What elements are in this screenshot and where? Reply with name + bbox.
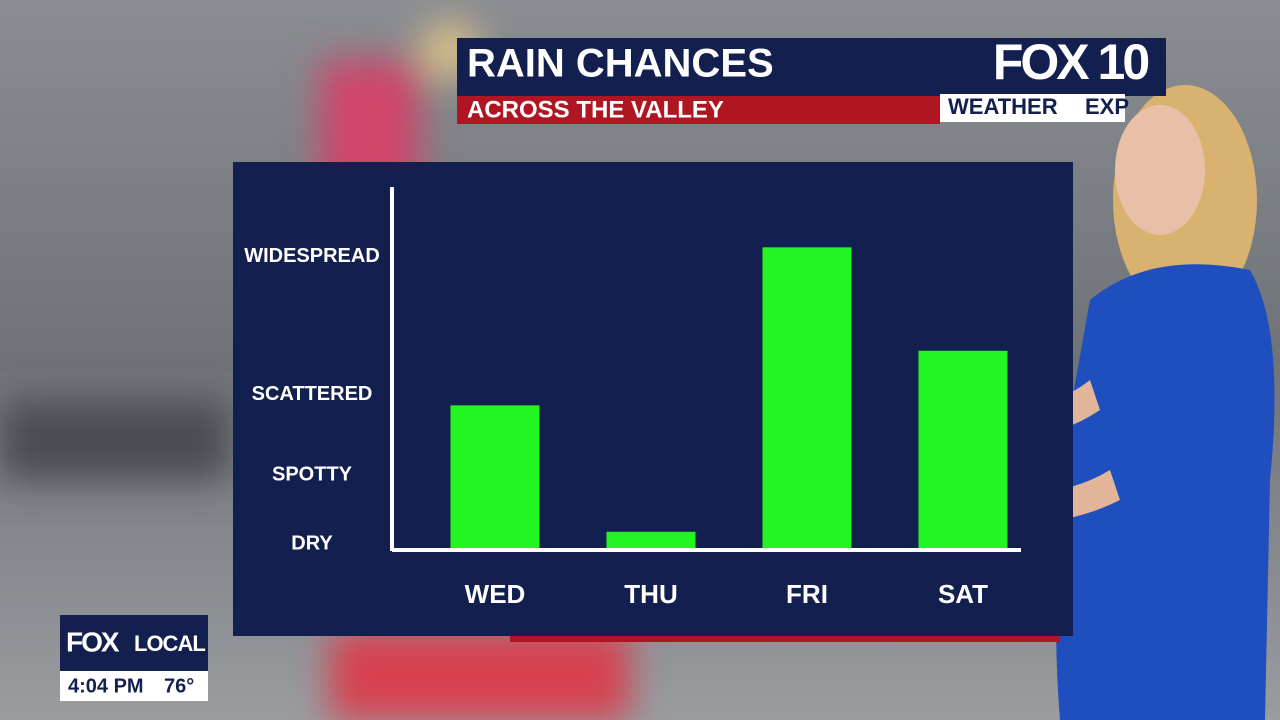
clock-time: 4:04 PM <box>68 675 144 697</box>
station-logo: FOX 10 <box>993 34 1148 90</box>
bar <box>606 531 696 549</box>
plot: DRY SPOTTY SCATTERED WIDESPREAD WED THU FRI SAT <box>244 245 1008 609</box>
chart-title: RAIN CHANCES <box>467 42 774 86</box>
x-tick-label: WED <box>465 579 526 609</box>
y-tick-label: SPOTTY <box>272 464 353 486</box>
x-tick-label: FRI <box>786 579 828 609</box>
y-tick-label: WIDESPREAD <box>244 245 380 267</box>
background-blur <box>0 20 630 720</box>
y-tick-label: DRY <box>291 533 333 555</box>
x-tick-label: THU <box>624 579 677 609</box>
temperature: 76° <box>164 675 194 697</box>
show-name: WEATHER <box>948 94 1058 119</box>
show-name-cut: EXP <box>1085 94 1129 119</box>
local-logo-local: LOCAL <box>134 631 205 656</box>
local-logo-fox: FOX <box>66 626 120 657</box>
x-tick-label: SAT <box>938 579 988 609</box>
bar <box>762 247 852 550</box>
header-bar <box>457 38 1166 96</box>
clock-box <box>60 671 208 701</box>
panel-accent <box>510 636 1060 642</box>
y-tick-label: SCATTERED <box>252 383 373 405</box>
show-badge <box>940 94 1125 122</box>
bar <box>450 405 540 549</box>
header-strip <box>457 96 940 124</box>
local-logo-box <box>60 615 208 671</box>
bar <box>918 350 1008 549</box>
chart-subtitle: ACROSS THE VALLEY <box>467 96 724 123</box>
